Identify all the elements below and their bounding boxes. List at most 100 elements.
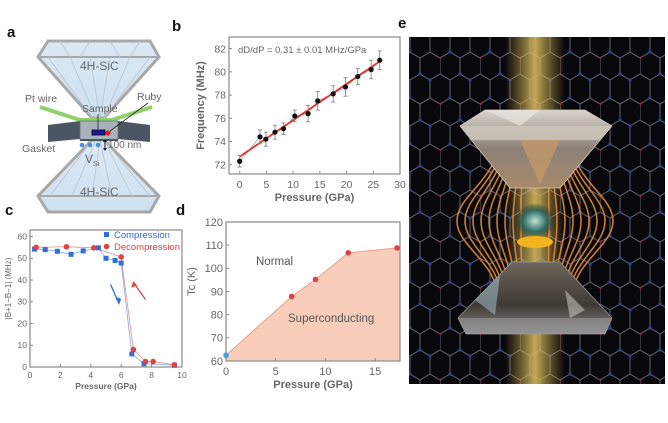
panel-label-a: a	[7, 24, 16, 41]
data-point	[257, 134, 263, 140]
gasket	[48, 121, 80, 142]
x-tick-label: 10	[287, 179, 299, 191]
y-tick-label: 20	[18, 318, 28, 328]
data-point	[312, 276, 319, 283]
y-tick-label: 78	[214, 90, 226, 102]
field-line	[464, 139, 502, 301]
y-tick-label: 82	[214, 43, 226, 55]
region-label-superconducting: Superconducting	[288, 313, 374, 325]
panel-label-d: d	[176, 202, 186, 219]
panel-a-schematic: 4H-SiC 4H-SiC Pt wire Ruby Sample Gasket…	[22, 39, 162, 214]
panel-label-c: c	[5, 202, 14, 219]
data-point	[315, 98, 321, 104]
y-tick-label: 72	[214, 159, 226, 171]
data-point	[377, 57, 383, 63]
y-tick-label: 90	[211, 286, 223, 298]
data-point	[288, 293, 295, 300]
panel-label-e: e	[398, 15, 407, 32]
bottom-diamond	[457, 261, 613, 335]
data-point-compression	[54, 248, 60, 254]
y-tick-label: 50	[18, 253, 28, 263]
x-tick-label: 5	[273, 366, 279, 378]
data-point	[345, 250, 352, 256]
x-tick-label: 5	[263, 179, 269, 191]
legend-label-decompression: Decompression	[114, 242, 180, 253]
data-point-compression	[103, 255, 109, 261]
data-point-decompression	[91, 245, 97, 251]
panel-label-b: b	[172, 18, 182, 35]
y-tick-label: 74	[214, 136, 226, 148]
y-tick-label: 80	[214, 67, 226, 79]
data-point-decompression	[63, 243, 70, 250]
vsi-label: VSi	[85, 152, 100, 168]
decompression-arrow	[134, 283, 147, 300]
gasket-label: Gasket	[22, 143, 55, 155]
x-tick-label: 20	[341, 179, 353, 191]
field-line	[456, 139, 499, 301]
data-point-decompression	[118, 254, 124, 260]
distance-label: 100 nm	[108, 140, 141, 151]
y-tick-label: 80	[211, 310, 223, 322]
data-point	[263, 136, 269, 142]
y-tick-label: 110	[205, 240, 223, 252]
y-tick-label: 60	[211, 356, 223, 368]
x-tick-label: 30	[394, 179, 406, 191]
data-point	[272, 129, 278, 135]
x-tick-label: 4	[88, 370, 93, 380]
pt-wire-label: Pt wire	[25, 93, 57, 105]
data-point-decompression	[33, 244, 39, 251]
y-tick-label: 70	[211, 333, 223, 345]
y-tick-label: 40	[18, 275, 28, 285]
data-point-compression	[129, 351, 135, 357]
x-tick-label: 10	[319, 366, 331, 378]
y-tick-label: 0	[22, 362, 27, 372]
vsi-subscript: Si	[93, 161, 100, 168]
x-axis-label: Pressure (GPa)	[275, 192, 355, 204]
region-label-normal: Normal	[256, 256, 293, 268]
data-point	[280, 126, 287, 132]
field-line	[571, 139, 614, 301]
x-tick-label: 8	[149, 370, 154, 380]
data-point-compression	[42, 247, 48, 253]
data-point-decompression	[130, 346, 137, 353]
data-point-compression	[112, 257, 118, 263]
data-point	[305, 111, 311, 117]
field-line	[568, 139, 606, 301]
bottom-anvil	[36, 138, 161, 214]
y-axis-label: Tc (K)	[186, 267, 198, 296]
top-anvil-label: 4H-SiC	[80, 59, 119, 73]
legend-marker-decompression	[103, 243, 110, 250]
data-point	[292, 113, 298, 119]
data-point	[368, 66, 374, 73]
x-tick-label: 10	[177, 370, 187, 380]
x-axis-label: Pressure (GPa)	[273, 379, 353, 391]
data-point-decompression	[150, 358, 156, 365]
data-point	[394, 245, 400, 251]
data-point-decompression	[142, 358, 149, 365]
sample	[91, 129, 106, 136]
glowing-culet	[517, 236, 553, 248]
sample-core	[515, 203, 555, 239]
top-diamond	[459, 109, 613, 189]
data-point	[342, 84, 349, 90]
x-tick-label: 15	[369, 366, 381, 378]
sample-label: Sample	[82, 103, 118, 115]
data-point	[237, 158, 243, 164]
y-tick-label: 60	[18, 231, 28, 241]
plot-frame	[228, 36, 401, 175]
y-tick-label: 100	[205, 263, 223, 275]
data-point-compression	[80, 248, 86, 254]
pt-wire	[39, 105, 153, 122]
x-tick-label: 15	[314, 179, 326, 191]
compression-arrowhead	[115, 296, 122, 306]
y-tick-label: 76	[214, 113, 226, 125]
x-tick-label: 0	[28, 370, 33, 380]
data-point	[355, 73, 361, 80]
y-tick-label: 30	[18, 297, 28, 307]
data-point-decompression	[171, 362, 178, 368]
ruby-label: Ruby	[137, 91, 162, 103]
x-tick-label: 2	[58, 370, 63, 380]
